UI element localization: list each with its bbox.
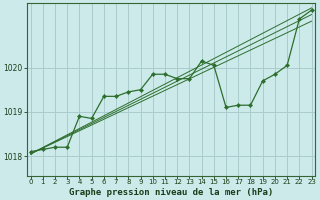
X-axis label: Graphe pression niveau de la mer (hPa): Graphe pression niveau de la mer (hPa) [69, 188, 273, 197]
